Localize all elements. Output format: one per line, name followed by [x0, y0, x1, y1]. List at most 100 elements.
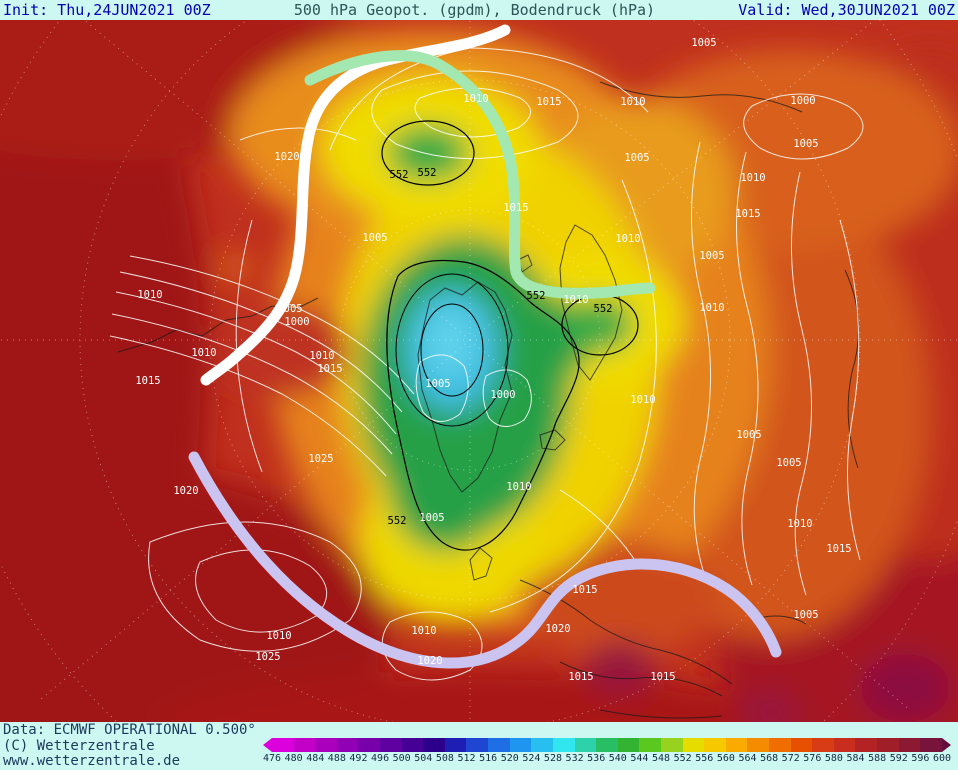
colorbar-tick-label: 500 — [392, 753, 411, 764]
colorbar-tick-label: 596 — [911, 753, 930, 764]
thick-green-line — [304, 50, 656, 299]
colorbar-tick-label: 480 — [284, 753, 303, 764]
pressure-label: 1010 — [463, 93, 488, 105]
colorbar-segment — [401, 738, 424, 752]
pressure-label: 1010 — [615, 233, 640, 245]
colorbar-segment — [855, 738, 878, 752]
pressure-label: 1020 — [274, 151, 299, 163]
colorbar-tick-label: 508 — [435, 753, 454, 764]
pressure-label: 1000 — [284, 316, 309, 328]
pressure-label: 1010 — [630, 394, 655, 406]
pressure-label: 1005 — [691, 37, 716, 49]
colorbar-tick-label: 540 — [608, 753, 627, 764]
colorbar-segment — [315, 738, 337, 752]
colorbar-segment — [617, 738, 640, 752]
colorbar-tick-label: 504 — [414, 753, 433, 764]
pressure-label: 1020 — [173, 485, 198, 497]
colorbar-left-arrow — [263, 738, 272, 752]
colorbar-tick-label: 492 — [349, 753, 368, 764]
colorbar-segment — [358, 738, 381, 752]
pressure-label: 1010 — [309, 350, 334, 362]
pressure-label: 1015 — [735, 208, 760, 220]
colorbar-segment — [272, 738, 294, 752]
colorbar-segment — [747, 738, 770, 752]
pressure-label: 1010 — [699, 302, 724, 314]
colorbar-segment — [833, 738, 856, 752]
pressure-label: 1015 — [536, 96, 561, 108]
colorbar-tick-label: 512 — [457, 753, 476, 764]
colorbar-tick-label: 516 — [479, 753, 498, 764]
colorbar-segment — [466, 738, 489, 752]
colorbar-tick-label: 552 — [673, 753, 692, 764]
pressure-label: 1010 — [266, 630, 291, 642]
colorbar-tick-label: 536 — [587, 753, 606, 764]
pressure-label: 1005 — [277, 303, 302, 315]
colorbar-tick-label: 488 — [327, 753, 346, 764]
pressure-label: 1025 — [308, 453, 333, 465]
color-fill-layer — [0, 20, 958, 722]
colorbar-segment — [336, 738, 359, 752]
pressure-label: 1015 — [135, 375, 160, 387]
colorbar-tick-label: 556 — [695, 753, 714, 764]
pressure-label: 1020 — [417, 655, 442, 667]
colorbar-segment — [488, 738, 510, 752]
colorbar-segment — [790, 738, 813, 752]
pressure-label: 1005 — [793, 609, 818, 621]
colorbar-segment — [877, 738, 899, 752]
colorbar-tick-label: 580 — [824, 753, 843, 764]
title-bar: Init: Thu,24JUN2021 00Z 500 hPa Geopot. … — [0, 0, 958, 20]
footer-bar: Data: ECMWF OPERATIONAL 0.500° (C) Wette… — [0, 722, 958, 770]
colorbar-tick-label: 484 — [306, 753, 325, 764]
colorbar — [263, 738, 951, 752]
pressure-label: 1005 — [776, 457, 801, 469]
pressure-label: 1005 — [624, 152, 649, 164]
colorbar-tick-label: 584 — [846, 753, 865, 764]
pressure-label: 1015 — [317, 363, 342, 375]
colorbar-segments — [272, 738, 942, 752]
data-source-label: Data: ECMWF OPERATIONAL 0.500° — [3, 722, 256, 738]
colorbar-segment — [704, 738, 726, 752]
colorbar-segment — [552, 738, 575, 752]
geopotential-label: 552 — [418, 167, 437, 179]
pressure-label: 1005 — [699, 250, 724, 262]
colorbar-right-arrow — [942, 738, 951, 752]
colorbar-tick-label: 548 — [652, 753, 671, 764]
chart-title: 500 hPa Geopot. (gpdm), Bodendruck (hPa) — [293, 1, 656, 19]
pressure-label: 1005 — [362, 232, 387, 244]
colorbar-ticks: 476 480 484 488 492 496 500 504 508 512 516 520 524 5… — [263, 753, 951, 765]
pressure-label: 1010 — [740, 172, 765, 184]
colorbar-tick-label: 528 — [543, 753, 562, 764]
valid-time-label: Valid: Wed,30JUN2021 00Z — [738, 1, 955, 19]
colorbar-segment — [293, 738, 316, 752]
website-label: www.wetterzentrale.de — [3, 753, 181, 769]
colorbar-tick-label: 592 — [889, 753, 908, 764]
pressure-label: 1015 — [826, 543, 851, 555]
geopotential-label: 552 — [390, 169, 409, 181]
colorbar-segment — [769, 738, 791, 752]
colorbar-tick-label: 520 — [500, 753, 519, 764]
colorbar-tick-label: 476 — [262, 753, 282, 764]
pressure-label: 1015 — [568, 671, 593, 683]
pressure-label: 1010 — [563, 294, 588, 306]
colorbar-segment — [898, 738, 921, 752]
init-time-label: Init: Thu,24JUN2021 00Z — [3, 1, 211, 19]
weather-map-canvas: 1010 101510051000100510101015100510101020… — [0, 20, 958, 722]
colorbar-segment — [380, 738, 402, 752]
colorbar-segment — [660, 738, 683, 752]
colorbar-segment — [682, 738, 705, 752]
colorbar-segment — [531, 738, 553, 752]
colorbar-tick-label: 544 — [630, 753, 649, 764]
colorbar-tick-label: 568 — [760, 753, 779, 764]
pressure-label: 1005 — [793, 138, 818, 150]
pressure-label: 1015 — [650, 671, 675, 683]
colorbar-tick-label: 572 — [781, 753, 800, 764]
pressure-label: 1015 — [572, 584, 597, 596]
pressure-label: 1010 — [506, 481, 531, 493]
colorbar-tick-label: 532 — [565, 753, 584, 764]
colorbar-tick-label: 496 — [371, 753, 390, 764]
colorbar-tick-label: 588 — [868, 753, 887, 764]
colorbar-segment — [920, 738, 942, 752]
pressure-label: 1010 — [620, 96, 645, 108]
geopotential-label: 552 — [527, 290, 546, 302]
colorbar-segment — [812, 738, 834, 752]
